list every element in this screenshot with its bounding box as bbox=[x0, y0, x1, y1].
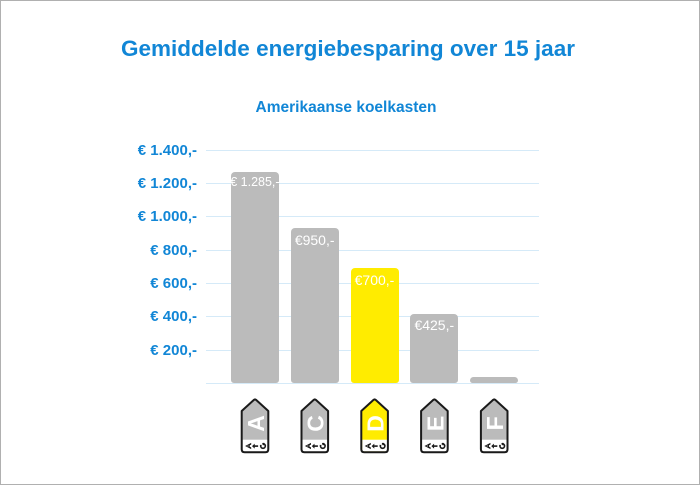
svg-text:E: E bbox=[422, 416, 448, 431]
svg-text:A: A bbox=[243, 415, 269, 432]
svg-text:F: F bbox=[482, 416, 508, 430]
svg-text:C: C bbox=[303, 415, 329, 432]
svg-text:D: D bbox=[363, 415, 389, 432]
